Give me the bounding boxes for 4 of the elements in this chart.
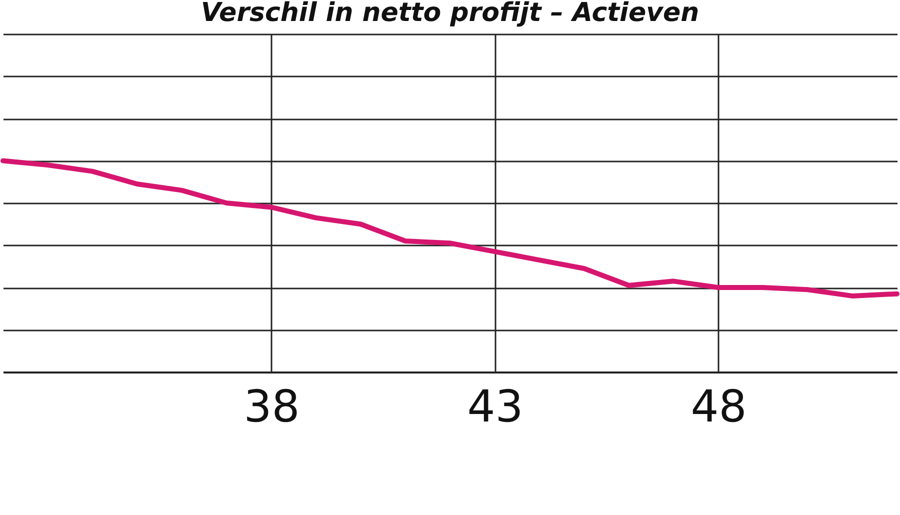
x-tick-label: 43: [467, 382, 524, 432]
chart-title: Verschil in netto profijt – Actieven: [200, 0, 700, 28]
x-tick-label: 38: [244, 382, 300, 432]
x-tick-label: 48: [690, 382, 747, 432]
